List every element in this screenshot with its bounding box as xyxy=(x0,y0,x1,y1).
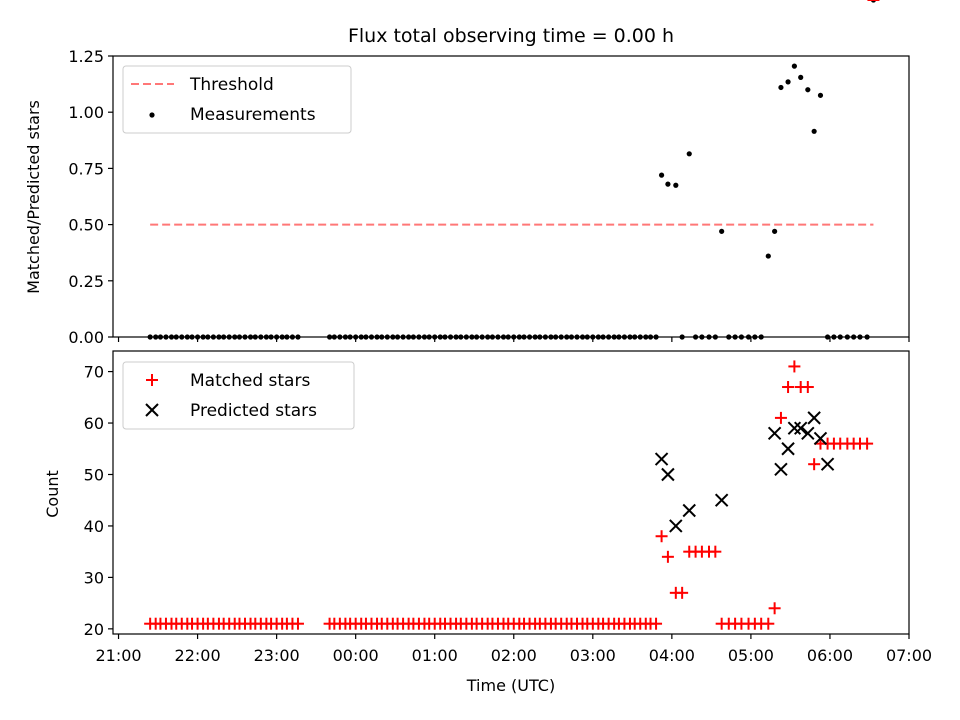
matched-stars-point xyxy=(782,381,795,394)
predicted-stars-point xyxy=(767,426,782,441)
predicted-stars-point xyxy=(801,426,815,441)
top-y-tick-label: 1.00 xyxy=(68,103,104,122)
x-tick-label: 06:00 xyxy=(807,646,853,665)
top-y-tick-label: 0.00 xyxy=(68,328,104,347)
measurement-point xyxy=(765,253,771,259)
bottom-legend-box xyxy=(122,361,355,430)
top-y-axis-label: Matched/Predicted stars xyxy=(24,100,43,294)
x-tick-label: 07:00 xyxy=(886,646,932,665)
predicted-stars-point xyxy=(714,493,729,507)
matched-stars-point xyxy=(762,617,775,630)
matched-stars-point xyxy=(709,545,722,558)
predicted-stars-point xyxy=(669,519,683,533)
measurement-point xyxy=(798,74,804,80)
predicted-stars-point xyxy=(682,503,696,518)
matched-stars-point xyxy=(768,602,781,615)
predicted-stars-point xyxy=(774,462,788,477)
top-y-tick-label: 0.25 xyxy=(68,272,104,291)
measurement-point xyxy=(817,92,824,98)
bottom-y-tick-label: 30 xyxy=(84,568,104,587)
bottom-panel: 20 30 40 50 60 70 21:00 22:00 23:00 00:00 01:00 02:… xyxy=(84,0,932,665)
measurement-point xyxy=(778,84,784,91)
x-axis-label: Time (UTC) xyxy=(466,676,555,695)
measurement-point xyxy=(772,228,778,234)
matched-stars-point xyxy=(808,458,821,471)
matched-stars-point xyxy=(655,530,668,543)
x-tick-label: 03:00 xyxy=(570,646,616,665)
predicted-stars-point xyxy=(793,421,808,435)
bottom-y-axis-label: Count xyxy=(43,470,62,518)
bottom-y-tick-label: 40 xyxy=(84,517,104,536)
predicted-stars-point xyxy=(820,457,835,471)
bottom-y-tick-label: 60 xyxy=(84,414,104,433)
measurement-point xyxy=(785,79,791,85)
predicted-stars-point xyxy=(787,421,802,435)
x-tick-label: 21:00 xyxy=(95,646,141,665)
top-y-tick-label: 0.50 xyxy=(68,216,104,235)
x-tick-label: 00:00 xyxy=(333,646,379,665)
top-y-tick-label: 0.75 xyxy=(68,159,104,178)
measurement-point xyxy=(805,87,811,93)
legend-threshold-label: Threshold xyxy=(189,75,274,95)
matched-stars-point xyxy=(801,381,814,394)
predicted-stars-point xyxy=(813,431,828,446)
x-tick-label: 05:00 xyxy=(728,646,774,665)
x-tick-label: 04:00 xyxy=(649,646,695,665)
x-tick-label: 02:00 xyxy=(491,646,537,665)
matched-stars-point xyxy=(861,437,874,450)
top-axes-frame xyxy=(112,55,910,338)
top-legend-box xyxy=(122,65,352,134)
top-legend: Threshold Measurements xyxy=(122,65,352,134)
measurement-point xyxy=(811,128,817,134)
bottom-y-tick-label: 50 xyxy=(84,465,104,484)
measurement-point xyxy=(686,151,692,157)
measurement-point xyxy=(658,172,665,178)
x-tick-label: 22:00 xyxy=(175,646,221,665)
x-tick-label: 23:00 xyxy=(254,646,300,665)
bottom-y-tick-label: 20 xyxy=(84,620,104,639)
legend-predicted-label: Predicted stars xyxy=(190,401,317,421)
predicted-stars-point xyxy=(654,452,669,466)
chart-title: Flux total observing time = 0.00 h xyxy=(348,25,674,47)
legend-predicted-swatch xyxy=(145,403,159,417)
matched-stars-point xyxy=(661,550,674,563)
matched-stars-point xyxy=(650,617,663,630)
legend-matched-swatch xyxy=(146,374,158,386)
bottom-legend: Matched stars Predicted stars xyxy=(122,361,355,430)
predicted-stars-point xyxy=(807,411,821,425)
legend-measurements-swatch xyxy=(149,112,155,118)
bottom-y-tick-label: 70 xyxy=(84,363,104,382)
matched-stars-point xyxy=(676,586,689,599)
measurement-point xyxy=(791,63,797,69)
matched-stars-point xyxy=(774,411,787,424)
x-tick-label: 01:00 xyxy=(412,646,458,665)
legend-measurements-label: Measurements xyxy=(190,105,316,125)
matched-stars-point xyxy=(291,617,304,630)
bottom-axes-frame xyxy=(112,350,910,635)
predicted-stars-point xyxy=(781,442,795,456)
top-y-tick-label: 1.25 xyxy=(68,47,104,66)
measurement-point xyxy=(673,182,679,188)
legend-matched-label: Matched stars xyxy=(190,371,310,391)
measurement-point xyxy=(719,228,725,234)
measurement-point xyxy=(665,181,671,187)
predicted-stars-point xyxy=(661,467,675,482)
top-panel: 0.00 0.25 0.50 0.75 1.00 1.25 xyxy=(68,0,910,347)
matched-stars-point xyxy=(788,360,801,373)
